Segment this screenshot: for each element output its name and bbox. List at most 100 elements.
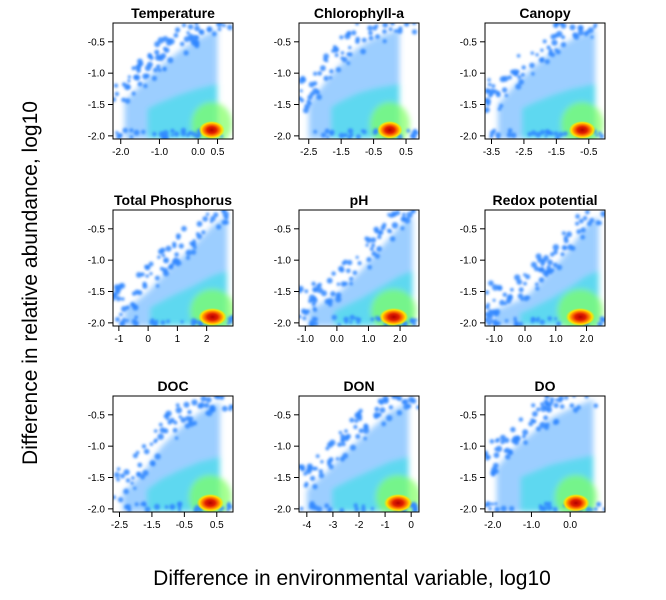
- scatter-point: [555, 135, 560, 139]
- scatter-point: [169, 503, 176, 510]
- plot-area: [485, 396, 605, 512]
- scatter-point: [144, 65, 152, 72]
- scatter-point: [192, 40, 198, 46]
- scatter-point: [563, 131, 568, 136]
- scatter-point: [304, 103, 311, 110]
- scatter-point: [299, 285, 304, 293]
- scatter-point: [564, 396, 569, 400]
- scatter-point: [354, 507, 360, 512]
- scatter-point: [158, 422, 163, 427]
- x-tick-label: 0.5: [210, 520, 224, 531]
- scatter-point: [488, 506, 492, 511]
- scatter-point: [358, 428, 364, 434]
- scatter-point: [189, 241, 193, 245]
- scatter-point: [569, 24, 576, 31]
- y-tick-label: -2.0: [460, 131, 478, 142]
- scatter-point: [211, 31, 217, 37]
- scatter-point: [547, 268, 554, 275]
- scatter-point: [339, 35, 344, 40]
- scatter-point: [175, 407, 182, 414]
- scatter-point: [306, 309, 310, 314]
- plot-area: [299, 210, 418, 326]
- scatter-point: [205, 212, 210, 216]
- scatter-point: [550, 52, 556, 58]
- scatter-point: [350, 444, 356, 451]
- scatter-point: [354, 418, 359, 423]
- scatter-point: [485, 106, 490, 113]
- scatter-point: [117, 497, 124, 503]
- scatter-point: [160, 320, 166, 325]
- scatter-point: [391, 396, 398, 400]
- scatter-point: [558, 132, 564, 137]
- scatter-point: [198, 29, 203, 34]
- scatter-point: [360, 507, 366, 512]
- scatter-point: [186, 133, 190, 137]
- scatter-point: [193, 507, 199, 512]
- scatter-point: [153, 67, 158, 73]
- scatter-point: [561, 231, 566, 236]
- scatter-point: [119, 312, 123, 317]
- scatter-point: [310, 475, 316, 481]
- scatter-point: [326, 277, 333, 284]
- y-tick-label: -0.5: [274, 37, 292, 48]
- scatter-point: [149, 272, 153, 276]
- scatter-point: [553, 23, 559, 28]
- scatter-point: [171, 259, 178, 265]
- scatter-point: [176, 235, 181, 240]
- scatter-point: [197, 133, 202, 138]
- scatter-point: [416, 405, 419, 410]
- global-x-axis-label: Difference in environmental variable, lo…: [153, 567, 551, 590]
- scatter-point: [560, 252, 565, 257]
- scatter-point: [580, 227, 586, 233]
- scatter-point: [154, 503, 160, 510]
- scatter-point: [337, 323, 341, 326]
- scatter-point: [318, 469, 323, 474]
- scatter-point: [487, 313, 493, 320]
- scatter-point: [178, 415, 182, 419]
- scatter-point: [550, 252, 555, 257]
- scatter-point: [323, 75, 329, 81]
- scatter-point: [311, 281, 316, 286]
- scatter-point: [133, 74, 139, 81]
- scatter-point: [180, 320, 184, 324]
- panel-title: Total Phosphorus: [114, 192, 232, 208]
- scatter-point: [559, 404, 565, 409]
- scatter-point: [315, 90, 321, 95]
- scatter-points: [485, 396, 605, 512]
- scatter-point: [388, 229, 392, 234]
- scatter-point: [537, 257, 543, 263]
- scatter-point: [183, 50, 189, 56]
- scatter-point: [515, 83, 522, 90]
- scatter-point: [349, 276, 354, 281]
- scatter-point: [494, 447, 498, 451]
- scatter-point: [547, 259, 553, 266]
- plot-frame: [484, 395, 606, 513]
- scatter-point: [140, 474, 146, 480]
- scatter-point: [122, 127, 128, 134]
- scatter-point: [369, 247, 374, 251]
- scatter-point: [313, 288, 318, 293]
- plot-area: [113, 23, 233, 139]
- scatter-point: [153, 429, 158, 433]
- scatter-point: [500, 439, 505, 445]
- density-peak: [562, 493, 590, 512]
- scatter-point: [154, 275, 160, 281]
- scatter-point: [402, 212, 406, 217]
- scatter-point: [115, 131, 119, 135]
- scatter-point: [343, 133, 348, 138]
- scatter-point: [131, 476, 135, 480]
- scatter-point: [209, 406, 216, 413]
- scatter-point: [156, 64, 161, 69]
- scatter-point: [402, 398, 409, 405]
- scatter-point: [348, 45, 352, 50]
- scatter-point: [545, 407, 550, 412]
- scatter-point: [352, 270, 358, 276]
- scatter-point: [549, 48, 553, 53]
- scatter-point: [318, 472, 325, 479]
- scatter-point: [134, 315, 138, 320]
- plot-frame: [298, 209, 420, 327]
- scatter-point: [194, 319, 199, 324]
- scatter-point: [360, 48, 366, 55]
- scatter-point: [596, 501, 602, 507]
- scatter-point: [116, 467, 121, 471]
